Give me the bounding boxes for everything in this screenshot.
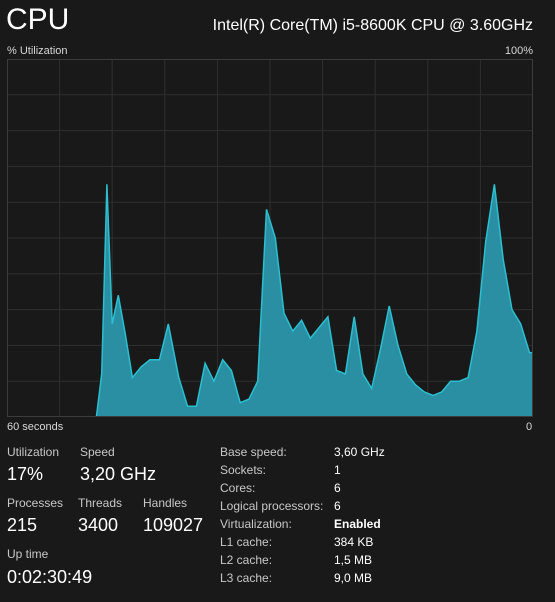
spec-key-virtualization: Virtualization: bbox=[220, 517, 292, 531]
processes-label: Processes bbox=[7, 496, 64, 510]
cpu-utilization-chart bbox=[7, 59, 533, 417]
graph-border bbox=[7, 59, 533, 417]
utilization-value: 17% bbox=[7, 464, 44, 484]
spec-value-base-speed: 3,60 GHz bbox=[334, 445, 385, 459]
spec-value-sockets: 1 bbox=[334, 463, 341, 477]
spec-key-sockets: Sockets: bbox=[220, 463, 267, 477]
spec-key-l2-cache: L2 cache: bbox=[220, 553, 273, 567]
speed-label: Speed bbox=[80, 445, 115, 459]
handles-value: 109027 bbox=[143, 515, 204, 535]
utilization-line bbox=[7, 184, 533, 417]
spec-key-logical-processors: Logical processors: bbox=[220, 499, 324, 513]
threads-value: 3400 bbox=[78, 515, 119, 535]
spec-value-cores: 6 bbox=[334, 481, 341, 495]
spec-value-l1-cache: 384 KB bbox=[334, 535, 374, 549]
page-title: CPU bbox=[6, 3, 70, 36]
graph-y-axis-label: % Utilization bbox=[7, 45, 68, 57]
processes-value: 215 bbox=[7, 515, 38, 535]
spec-key-cores: Cores: bbox=[220, 481, 256, 495]
spec-value-logical-processors: 6 bbox=[334, 499, 341, 513]
spec-key-base-speed: Base speed: bbox=[220, 445, 287, 459]
uptime-value: 0:02:30:49 bbox=[7, 567, 93, 587]
cpu-utilization-graph bbox=[7, 59, 533, 417]
uptime-label: Up time bbox=[7, 547, 49, 561]
speed-value: 3,20 GHz bbox=[80, 464, 157, 484]
cpu-model-name: Intel(R) Core(TM) i5-8600K CPU @ 3.60GHz bbox=[212, 17, 533, 34]
spec-value-l3-cache: 9,0 MB bbox=[334, 571, 373, 585]
threads-label: Threads bbox=[78, 496, 123, 510]
graph-y-max-label: 100% bbox=[504, 45, 533, 57]
utilization-label: Utilization bbox=[7, 445, 60, 459]
spec-key-l3-cache: L3 cache: bbox=[220, 571, 273, 585]
spec-value-virtualization: Enabled bbox=[334, 517, 381, 531]
handles-label: Handles bbox=[143, 496, 188, 510]
graph-x-right-label: 0 bbox=[526, 421, 533, 433]
spec-value-l2-cache: 1,5 MB bbox=[334, 553, 373, 567]
spec-key-l1-cache: L1 cache: bbox=[220, 535, 273, 549]
graph-x-left-label: 60 seconds bbox=[7, 421, 64, 433]
